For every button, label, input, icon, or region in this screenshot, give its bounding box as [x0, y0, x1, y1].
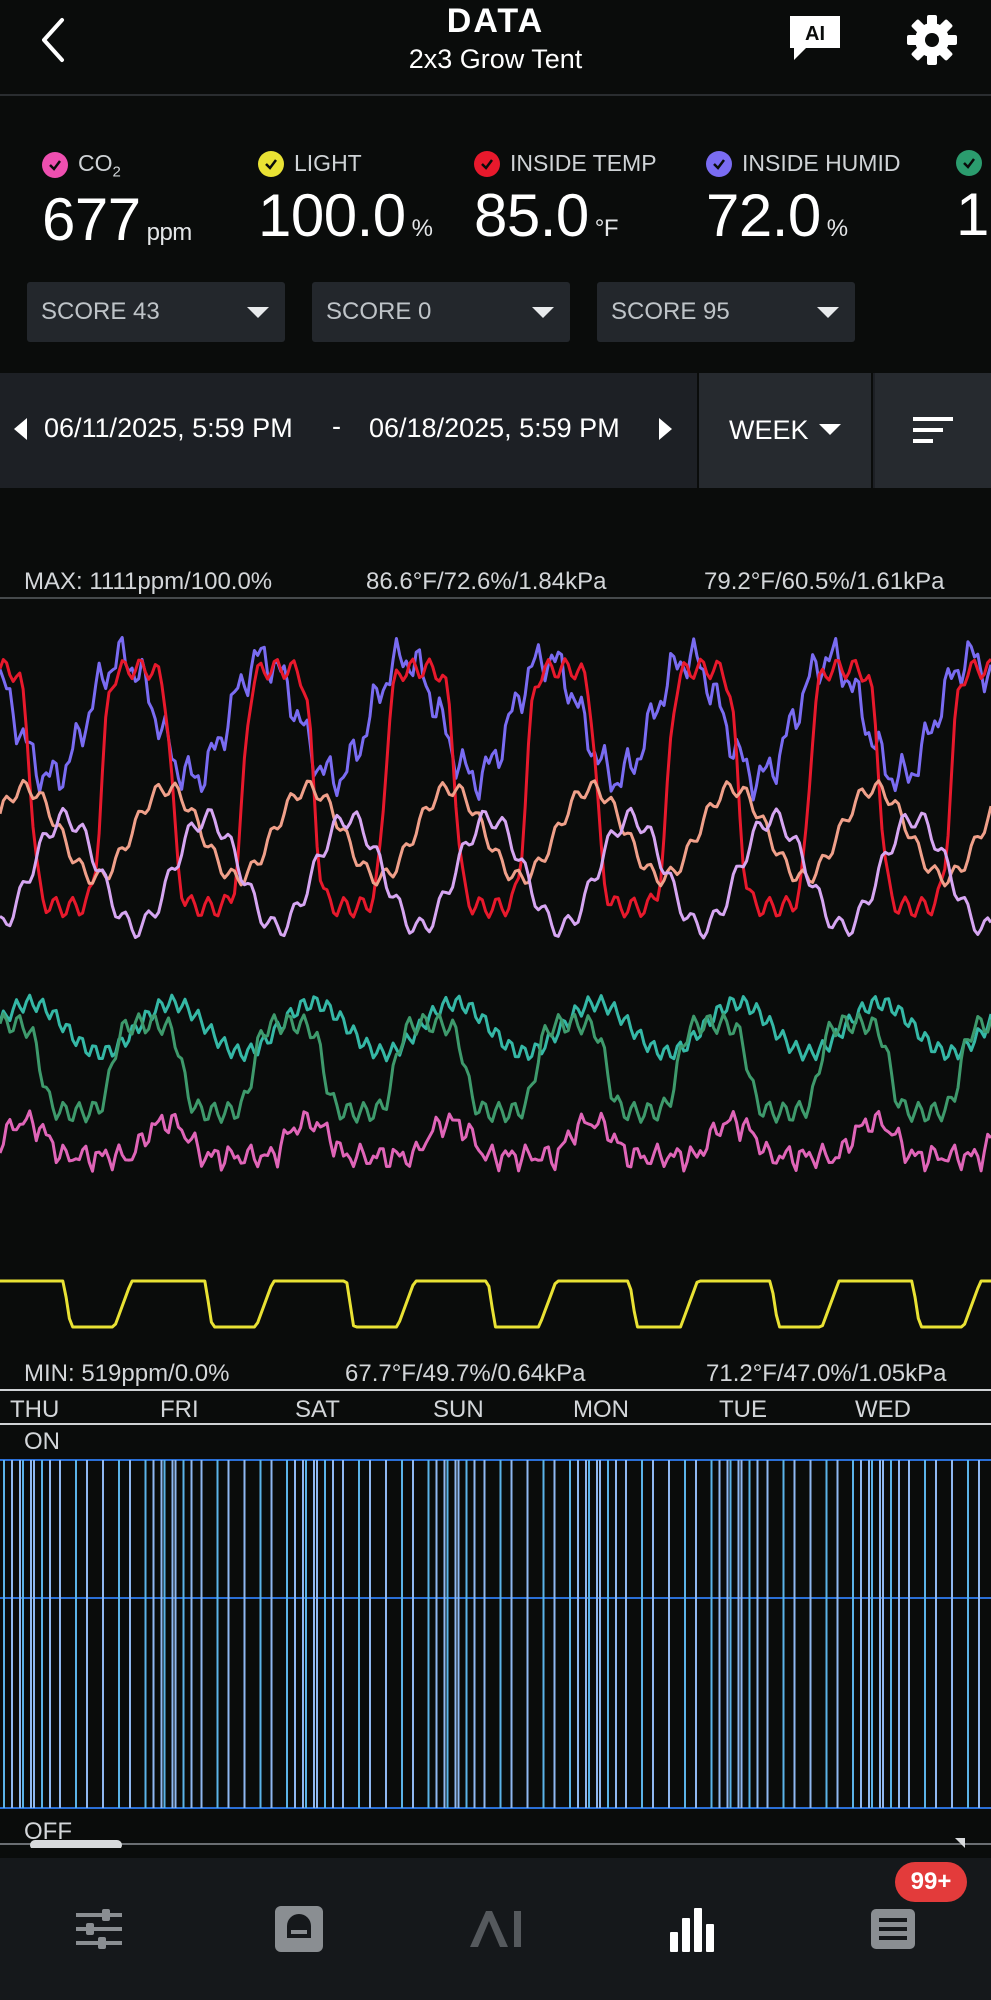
humid-trace	[0, 636, 991, 802]
metric-value: 1.	[956, 181, 991, 248]
check-icon	[42, 152, 68, 179]
metric-partial[interactable]: 1.	[956, 150, 991, 249]
metric-value: 100.0	[258, 182, 406, 249]
ai-chat-icon: AI	[790, 16, 840, 60]
lavender-trace	[0, 806, 991, 940]
score-dropdown-1[interactable]: SCORE 43	[27, 282, 285, 342]
chevron-left-icon	[42, 18, 64, 62]
range-separator: -	[332, 411, 341, 441]
day-label: TUE	[719, 1396, 767, 1423]
scroll-end-icon	[955, 1838, 965, 1848]
date-range-bar: 06/11/2025, 5:59 PM - 06/18/2025, 5:59 P…	[0, 373, 991, 488]
day-label: WED	[855, 1396, 911, 1423]
salmon-trace	[0, 778, 991, 888]
metric-value: 85.0	[474, 182, 589, 249]
metric-inside-temp[interactable]: INSIDE TEMP 85.0 °F	[474, 150, 657, 250]
check-icon	[474, 150, 500, 177]
metric-value: 72.0	[706, 182, 821, 249]
data-chart[interactable]: MAX: 1111ppm/100.0% 86.6°F/72.6%/1.84kPa…	[0, 488, 991, 1848]
nav-ai[interactable]	[461, 1894, 531, 1964]
nav-controls[interactable]	[64, 1894, 134, 1964]
day-axis: THU FRI SAT SUN MON TUE WED	[0, 1394, 991, 1424]
metric-label: INSIDE TEMP	[510, 150, 657, 176]
notification-badge[interactable]: 99+	[895, 1862, 967, 1902]
caret-down-icon	[817, 307, 839, 318]
day-label: SUN	[433, 1396, 484, 1423]
period-dropdown[interactable]: WEEK	[697, 373, 873, 488]
check-icon	[956, 150, 982, 176]
page-title: DATA	[446, 2, 545, 40]
nav-controller[interactable]	[264, 1894, 334, 1964]
metrics-panel: CO2 677 ppm LIGHT 100.0% INSIDE TEMP 85.0…	[0, 98, 991, 373]
log-icon	[871, 1909, 915, 1949]
score-dropdown-3[interactable]: SCORE 95	[597, 282, 855, 342]
light-trace	[0, 1279, 991, 1329]
pink-trace	[0, 1109, 991, 1173]
metric-label: CO2	[78, 150, 121, 181]
header: DATA 2x3 Grow Tent AI	[0, 0, 991, 96]
settings-button[interactable]	[904, 12, 960, 68]
bottom-nav	[0, 1858, 991, 2000]
controller-icon	[275, 1906, 323, 1952]
max-outside: 79.2°F/60.5%/1.61kPa	[704, 568, 945, 595]
caret-down-icon	[532, 307, 554, 318]
off-label: OFF	[24, 1818, 72, 1845]
metric-co2[interactable]: CO2 677 ppm	[42, 150, 192, 254]
sliders-icon	[76, 1909, 122, 1949]
caret-down-icon	[247, 307, 269, 318]
day-label: SAT	[295, 1396, 340, 1423]
back-button[interactable]	[34, 14, 78, 66]
ai-icon	[470, 1911, 521, 1947]
day-label: FRI	[160, 1396, 199, 1423]
check-icon	[706, 150, 732, 177]
metric-label: INSIDE HUMID	[742, 150, 901, 176]
sort-icon	[913, 417, 953, 443]
max-co2-light: MAX: 1111ppm/100.0%	[24, 568, 273, 595]
caret-down-icon	[819, 424, 841, 435]
metric-label: LIGHT	[294, 150, 362, 176]
next-range-arrow-icon[interactable]	[659, 418, 672, 440]
teal-trace	[0, 993, 991, 1063]
green-trace	[0, 1012, 991, 1124]
score-dropdown-2[interactable]: SCORE 0	[312, 282, 570, 342]
check-icon	[258, 150, 284, 177]
device-state-baseline	[0, 1459, 991, 1809]
device-name: 2x3 Grow Tent	[408, 44, 583, 74]
metric-inside-humid[interactable]: INSIDE HUMID 72.0%	[706, 150, 900, 250]
svg-text:AI: AI	[805, 23, 825, 45]
bar-chart-icon	[670, 1908, 714, 1952]
prev-range-arrow-icon[interactable]	[14, 418, 27, 440]
metric-unit: °F	[594, 215, 619, 242]
range-start[interactable]: 06/11/2025, 5:59 PM	[44, 413, 293, 443]
sort-button[interactable]	[875, 373, 991, 488]
max-inside: 86.6°F/72.6%/1.84kPa	[366, 568, 607, 595]
range-end[interactable]: 06/18/2025, 5:59 PM	[369, 413, 620, 443]
min-outside: 71.2°F/47.0%/1.05kPa	[706, 1360, 947, 1387]
metric-unit: %	[411, 215, 433, 242]
gear-icon	[907, 15, 957, 65]
chart-canvas	[0, 597, 991, 1848]
on-label: ON	[24, 1428, 60, 1455]
nav-data[interactable]	[658, 1894, 728, 1964]
day-label: THU	[10, 1396, 60, 1423]
temp-trace	[0, 657, 991, 919]
ai-chat-button[interactable]: AI	[786, 14, 844, 62]
metric-unit: %	[826, 215, 848, 242]
metric-light[interactable]: LIGHT 100.0%	[258, 150, 433, 250]
nav-log[interactable]	[858, 1894, 928, 1964]
metric-value: 677	[42, 185, 141, 253]
min-co2-light: MIN: 519ppm/0.0%	[24, 1360, 230, 1387]
scroll-thumb[interactable]	[30, 1840, 122, 1848]
min-inside: 67.7°F/49.7%/0.64kPa	[345, 1360, 586, 1387]
metric-unit: ppm	[146, 218, 193, 246]
day-label: MON	[573, 1396, 629, 1423]
